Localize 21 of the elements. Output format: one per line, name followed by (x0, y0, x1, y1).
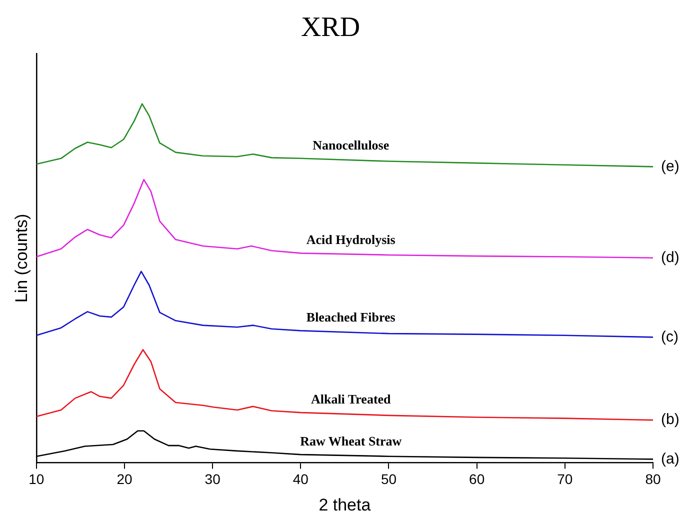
series-label: Nanocellulose (312, 137, 390, 152)
x-tick-label: 20 (116, 471, 132, 488)
x-tick-label: 30 (204, 471, 221, 488)
x-tick-label: 70 (557, 471, 573, 488)
text: (a) (661, 450, 680, 468)
series-label: Raw Wheat Straw (300, 433, 402, 448)
x-tick-label: 80 (645, 471, 661, 488)
x-tick-label: 40 (292, 471, 309, 488)
series-label: Acid Hydrolysis (306, 232, 396, 248)
x-tick-label: 60 (469, 471, 485, 488)
series-label: Bleached Fibres (306, 310, 396, 325)
x-tick-label: 10 (28, 471, 44, 488)
x-axis-title: 2 theta (318, 495, 372, 514)
y-axis-title: Lin (counts) (12, 214, 31, 303)
text: (d) (661, 248, 680, 266)
text: (e) (661, 158, 680, 175)
text: (c) (661, 328, 678, 346)
text: (b) (661, 411, 680, 428)
series-label: Alkali Treated (310, 391, 392, 406)
chart-title: XRD (300, 12, 360, 44)
x-tick-label: 50 (380, 471, 397, 488)
